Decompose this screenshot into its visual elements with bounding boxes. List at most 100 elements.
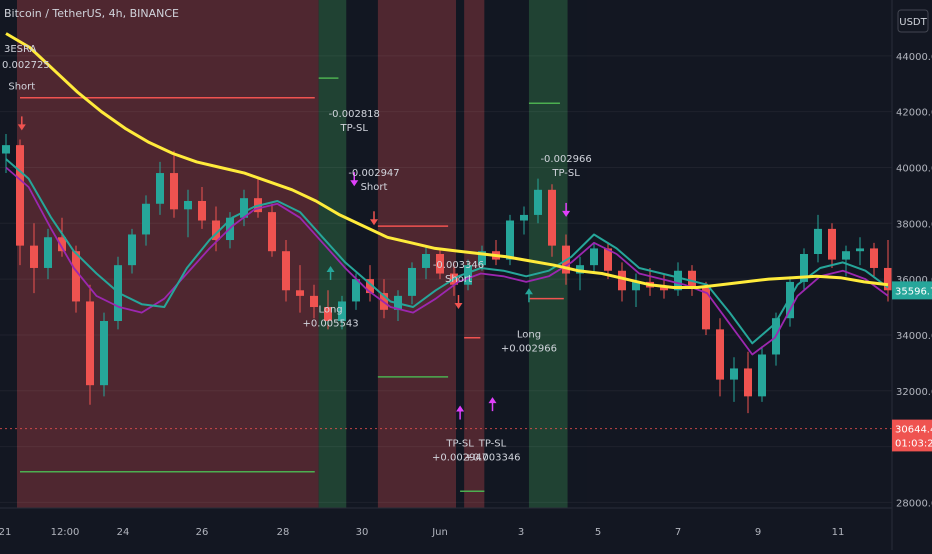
price-tick-label: 40000.00 [896, 163, 932, 174]
candle-body [30, 245, 38, 268]
candle [478, 245, 486, 271]
annotation-text: -0.002947 [348, 168, 399, 179]
candle [464, 259, 472, 291]
arrow-head-icon [17, 124, 26, 131]
candle [30, 223, 38, 294]
annotation-text: Short [361, 182, 388, 193]
time-tick-label: 9 [755, 527, 761, 538]
symbol-title: Bitcoin / TetherUS, 4h, BINANCE [4, 7, 179, 20]
candle [730, 357, 738, 402]
candle-body [870, 248, 878, 268]
candle-body [632, 281, 640, 291]
strategy-value: 0.002725 [2, 60, 50, 71]
price-label-tag: 30644.41 [892, 419, 932, 438]
price-tick-label: 34000.00 [896, 331, 932, 342]
candle [618, 262, 626, 302]
candle-body [716, 329, 724, 380]
trade-annotation: Long +0.002966 [501, 288, 557, 355]
price-label-bg [892, 433, 932, 452]
sma-long-line [5, 32, 889, 289]
annotation-text: Short [445, 274, 472, 285]
candle-body [814, 228, 822, 254]
candle [100, 312, 108, 397]
price-label-text: 01:03:28 [895, 438, 932, 449]
annotation-text: Long [318, 305, 342, 316]
candle-body [688, 270, 696, 288]
zone-dark-2 [346, 0, 378, 508]
price-tick-label: 36000.00 [896, 275, 932, 286]
candle-body [534, 189, 542, 215]
candle-body [856, 248, 864, 252]
price-labels: 35596.70 30644.41 01:03:28 [892, 281, 932, 452]
candle-body [786, 281, 794, 319]
annotation-text: TP-SL [478, 439, 507, 450]
candle-body [604, 248, 612, 271]
candle-body [408, 267, 416, 296]
candle [58, 217, 66, 257]
candle [2, 133, 10, 174]
candle [422, 245, 430, 280]
candle [716, 318, 724, 397]
price-tick-label: 44000.00 [896, 52, 932, 63]
arrow-head-icon [370, 219, 378, 226]
candle [632, 273, 640, 308]
annotation-text: -0.002818 [329, 109, 380, 120]
candle-body [758, 354, 766, 397]
candle-body [198, 200, 206, 221]
candle [674, 262, 682, 296]
candle-body [576, 265, 584, 274]
candle [324, 290, 332, 330]
candle [534, 178, 542, 224]
annotation-text: -0.002966 [540, 154, 591, 165]
candle-body [142, 203, 150, 235]
annotation-text: +0.003346 [464, 453, 520, 464]
candle-body [240, 198, 248, 218]
trade-annotation: TP-SL +0.003346 [464, 397, 521, 464]
annotation-text: +0.002947 [432, 453, 488, 464]
price-axis[interactable]: 44000.00 42000.00 40000.00 38000.00 36000.00… [892, 0, 932, 550]
time-tick-label: 5 [595, 527, 601, 538]
candle [548, 184, 556, 257]
candle-body [128, 234, 136, 266]
candle-body [2, 145, 10, 154]
candle-body [520, 214, 528, 221]
candle [16, 139, 24, 266]
time-axis-bg [0, 508, 932, 550]
candle-body [674, 270, 682, 291]
strategy-name: 3ESRA [4, 44, 37, 55]
time-tick-label: 7 [675, 527, 681, 538]
annotation-text: +0.002966 [501, 344, 557, 355]
zone-dark-4 [456, 0, 465, 508]
candle [884, 240, 892, 302]
candle-body [170, 173, 178, 210]
trade-annotation: Short [8, 81, 35, 131]
candle-body [660, 287, 668, 291]
price-label-tag: 35596.70 [892, 281, 932, 300]
time-tick-label: 26 [196, 527, 209, 538]
candle [800, 248, 808, 291]
candle-body [744, 368, 752, 397]
candle-body [548, 189, 556, 246]
candle-body [478, 251, 486, 266]
candle [520, 206, 528, 235]
currency-badge[interactable]: USDT [897, 9, 929, 33]
candle-body [730, 368, 738, 380]
arrow-head-icon [524, 288, 533, 295]
candle [814, 214, 822, 263]
time-tick-label: Jun [431, 527, 448, 538]
candle-body [100, 320, 108, 386]
arrow-head-icon [488, 397, 497, 404]
candle-body [156, 173, 164, 204]
time-tick-label: 3 [518, 527, 524, 538]
annotation-text: TP-SL [551, 168, 580, 179]
candle-body [590, 248, 598, 266]
candle [44, 228, 52, 280]
candle-body [422, 254, 430, 268]
candle [310, 284, 318, 319]
arrow-head-icon [350, 180, 359, 187]
trade-zones [0, 0, 892, 508]
candle-body [44, 237, 52, 268]
